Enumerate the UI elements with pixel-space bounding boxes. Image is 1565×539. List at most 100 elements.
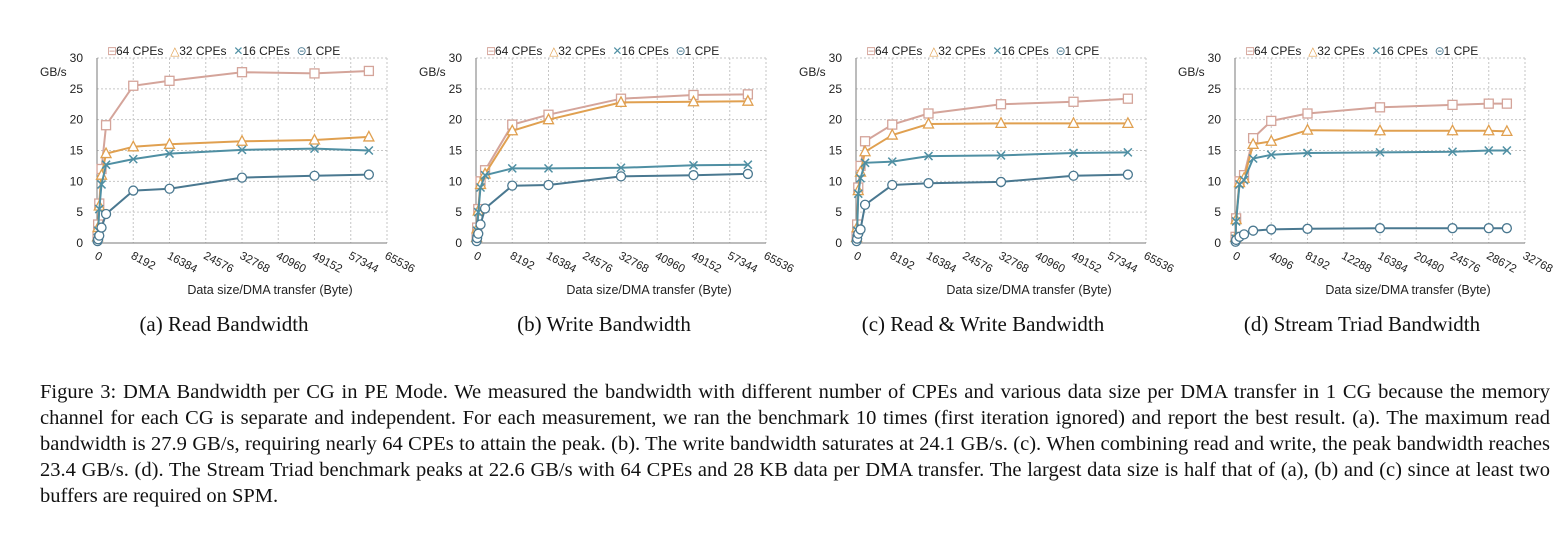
- data-point: [1501, 98, 1513, 109]
- data-point: [614, 95, 628, 108]
- data-point-stroke: [164, 149, 175, 159]
- data-point: [996, 150, 1006, 160]
- data-point: [99, 146, 113, 159]
- x-axis-label: Data size/DMA transfer (Byte): [1325, 283, 1490, 297]
- data-point: [688, 160, 699, 170]
- data-point: [687, 94, 700, 107]
- data-point: [860, 158, 870, 168]
- data-point: [363, 169, 375, 180]
- legend-marker-2: ✕: [612, 44, 622, 58]
- data-point: [164, 75, 175, 86]
- data-point: [1266, 224, 1277, 235]
- y-tick-label: 5: [835, 205, 842, 219]
- data-point: [362, 130, 375, 142]
- data-point: [507, 180, 518, 191]
- data-point-stroke: [923, 151, 934, 161]
- chart-panel-2: 0 5 10 15 20 25 30 0 8192 16384 24576 32768 40960 491…: [799, 44, 1175, 297]
- data-point: [887, 119, 898, 130]
- data-point: [1373, 123, 1387, 136]
- data-point: [1375, 147, 1385, 157]
- data-point-stroke: [1231, 216, 1241, 226]
- data-point: [1067, 116, 1080, 129]
- data-point: [742, 168, 754, 180]
- x-tick-label: 24576: [201, 250, 235, 276]
- figure-caption: Figure 3: DMA Bandwidth per CG in PE Mod…: [40, 381, 1550, 507]
- data-point: [1483, 223, 1494, 234]
- series-line-3: [96, 173, 369, 242]
- legend-label-2: 16 CPEs: [1001, 44, 1048, 58]
- x-tick-label: 49152: [1069, 250, 1103, 276]
- y-tick-label: 30: [1208, 51, 1222, 65]
- x-tick-label: 8192: [508, 250, 536, 273]
- data-point: [542, 112, 555, 125]
- y-tick-label: 25: [829, 82, 843, 96]
- data-point-stroke: [856, 173, 866, 183]
- subcaption-d: (d) Stream Triad Bandwidth: [1243, 312, 1481, 336]
- y-tick-label: 25: [449, 82, 463, 96]
- x-tick-label: 57344: [346, 250, 380, 276]
- data-point: [1484, 145, 1494, 156]
- data-point-stroke: [996, 150, 1006, 160]
- data-point: [995, 99, 1007, 110]
- legend-marker-3: ⊝: [1435, 44, 1445, 58]
- data-point: [128, 185, 139, 196]
- data-point: [236, 172, 248, 183]
- x-tick-label: 8192: [129, 250, 157, 273]
- series-line-2: [96, 147, 369, 239]
- x-tick-label: 0: [1231, 250, 1242, 264]
- data-point: [100, 208, 112, 220]
- y-tick-label: 0: [835, 236, 842, 250]
- x-tick-label: 49152: [689, 250, 723, 276]
- x-tick-label: 28672: [1484, 250, 1518, 276]
- data-point-stroke: [94, 204, 104, 214]
- y-tick-label: 30: [70, 51, 84, 65]
- legend-label-1: 32 CPEs: [1317, 44, 1364, 58]
- series-line-1: [1234, 129, 1507, 238]
- data-point-stroke: [1302, 148, 1313, 158]
- data-point-stroke: [688, 160, 699, 170]
- data-point: [1446, 123, 1459, 136]
- y-tick-label: 20: [829, 113, 843, 127]
- legend-marker-0: ⊟: [1245, 44, 1255, 58]
- data-point: [479, 203, 491, 214]
- legend-marker-1: △: [929, 44, 939, 58]
- x-tick-label: 24576: [960, 250, 994, 276]
- data-point-stroke: [476, 182, 486, 193]
- x-tick-label: 8192: [888, 250, 916, 273]
- data-point-stroke: [1447, 147, 1458, 157]
- data-point-stroke: [309, 144, 320, 154]
- x-tick-label: 65536: [383, 250, 417, 276]
- legend-label-2: 16 CPEs: [1380, 44, 1427, 58]
- data-point: [473, 228, 484, 239]
- data-point: [1248, 153, 1258, 164]
- x-tick-label: 40960: [653, 250, 687, 276]
- y-tick-label: 0: [76, 236, 83, 250]
- data-point-stroke: [1248, 153, 1258, 164]
- legend-label-3: 1 CPE: [306, 44, 341, 58]
- series-line-0: [96, 70, 369, 236]
- y-tick-label: 5: [455, 205, 462, 219]
- chart-panel-3: 0 5 10 15 20 25 30 0 4096 8192 12288 16384 20480 2457…: [1178, 44, 1554, 297]
- series-line-2: [1234, 149, 1507, 239]
- legend-marker-1: △: [1308, 44, 1318, 58]
- data-point: [127, 139, 140, 152]
- data-point: [616, 163, 626, 173]
- data-point: [741, 94, 754, 106]
- data-point: [1482, 123, 1495, 136]
- data-point: [1239, 175, 1249, 185]
- data-point: [855, 224, 866, 235]
- legend-label-1: 32 CPEs: [558, 44, 605, 58]
- data-point: [475, 219, 486, 230]
- data-point: [1238, 229, 1250, 240]
- y-tick-label: 10: [70, 174, 84, 188]
- legend-label-3: 1 CPE: [1065, 44, 1100, 58]
- data-point-stroke: [743, 160, 753, 170]
- legend-marker-3: ⊝: [297, 44, 307, 58]
- x-axis-label: Data size/DMA transfer (Byte): [946, 283, 1111, 297]
- data-point-stroke: [1484, 145, 1494, 156]
- x-tick-label: 32768: [238, 250, 272, 276]
- data-point: [923, 108, 934, 119]
- data-point: [1068, 170, 1079, 181]
- data-point: [688, 170, 699, 181]
- data-point: [1374, 223, 1386, 234]
